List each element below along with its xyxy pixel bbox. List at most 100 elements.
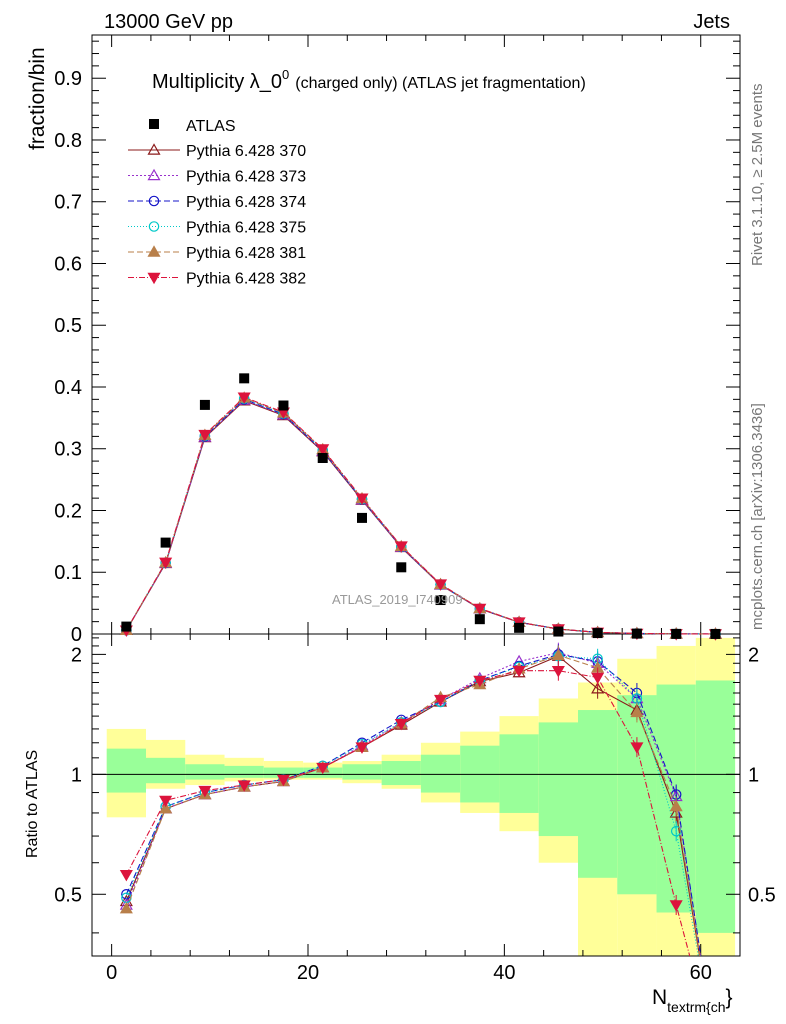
band-green (617, 695, 657, 895)
x-axis-label-end: } (726, 986, 733, 1009)
y-tick-label: 0.6 (54, 253, 82, 275)
band-green (342, 764, 382, 780)
legend-label: Pythia 6.428 375 (186, 220, 306, 237)
y-tick-label: 0 (71, 624, 82, 646)
legend-marker (147, 272, 161, 285)
chart-title-extra: (charged only) (ATLAS jet fragmentation) (295, 75, 586, 92)
y-tick-label: 0.1 (54, 562, 82, 584)
atlas-data-point (278, 400, 289, 411)
header-left: 13000 GeV pp (104, 11, 233, 33)
ratio-series-point (198, 785, 212, 798)
ratio-clipped-marks (119, 642, 702, 956)
legend: ATLAS Pythia 6.428 370 Pythia 6.428 373 Pyt… (128, 118, 306, 288)
atlas-data-point (199, 399, 210, 410)
ratio-series-point (159, 801, 173, 814)
y-tick-label: 0.9 (54, 68, 82, 90)
legend-label: Pythia 6.428 370 (186, 143, 306, 160)
band-green (263, 767, 304, 778)
y-axis-label: fraction/bin (26, 47, 49, 150)
ratio-series-point (355, 742, 369, 754)
main-plot-marks (119, 373, 722, 641)
atlas-data-point (357, 512, 367, 523)
mc-series-point (159, 557, 173, 570)
ratio-series-point (276, 774, 290, 787)
band-green (381, 761, 421, 786)
legend-label: Pythia 6.428 374 (186, 194, 306, 211)
atlas-data-point (239, 373, 250, 384)
side-label-top: Rivet 3.1.10, ≥ 2.5M events (749, 84, 766, 267)
ratio-series-point (434, 694, 448, 707)
y-tick-label: 0.4 (54, 377, 82, 399)
atlas-data-point (514, 622, 525, 633)
side-label-bottom: mcplots.cern.ch [arXiv:1306.3436] (749, 403, 766, 630)
ratio-series-point (316, 762, 330, 775)
chart-title: Multiplicity λ_00 (charged only) (ATLAS j… (152, 67, 586, 93)
legend-label: Pythia 6.428 381 (186, 245, 306, 262)
mc-series-point (394, 541, 408, 553)
legend-label: Pythia 6.428 373 (186, 169, 306, 186)
ratio-series-point (394, 718, 408, 731)
ratio-series-point (237, 780, 251, 792)
ratio-series-point (551, 665, 565, 678)
mc-series-line (125, 396, 716, 635)
ratio-series-line (125, 670, 691, 956)
atlas-data-point (121, 621, 132, 632)
mc-series-point (355, 493, 369, 505)
ratio-series-point (512, 665, 526, 678)
x-tick-label: 60 (690, 962, 712, 984)
ratio-series-point (159, 795, 173, 808)
y-tick-label: 0.7 (54, 192, 82, 214)
ratio-plot-marks (119, 642, 702, 956)
ratio-series-point (630, 742, 644, 754)
atlas-data-point (631, 628, 642, 639)
legend-marker (147, 168, 161, 181)
ratio-plot-frame (91, 633, 741, 957)
band-green (695, 680, 736, 933)
legend-marker (148, 195, 160, 207)
ratio-tick-label: 2 (71, 644, 82, 666)
y-tick-label: 0.2 (54, 500, 82, 522)
atlas-data-point (435, 595, 446, 606)
ratio-tick-label: 0.5 (54, 884, 82, 906)
band-green (185, 764, 225, 780)
ratio-series-point (670, 825, 682, 837)
ratio-tick-label-right: 1 (748, 764, 759, 786)
atlas-data-point (396, 562, 407, 573)
ratio-series-point (119, 869, 133, 882)
atlas-data-point (317, 453, 328, 464)
ratio-series-point (669, 900, 683, 912)
ratio-series-line (125, 654, 701, 956)
ratio-series-point (121, 889, 132, 900)
legend-marker (147, 245, 161, 257)
mc-series-point (198, 429, 212, 442)
band-green (146, 757, 186, 784)
legend-label-atlas: ATLAS (186, 118, 236, 135)
mc-series-point (316, 444, 330, 456)
x-tick-label: 40 (493, 962, 515, 984)
header-right: Jets (693, 11, 730, 33)
x-axis-label-main: N (652, 986, 667, 1009)
atlas-data-point (474, 614, 485, 625)
watermark: ATLAS_2019_I740909 (332, 592, 463, 607)
band-green (420, 754, 461, 793)
ratio-series-point (669, 799, 683, 812)
band-green (538, 722, 578, 837)
y-tick-label: 0.5 (54, 315, 82, 337)
atlas-data-point (671, 628, 682, 639)
atlas-data-point (592, 628, 603, 639)
atlas-data-point (160, 537, 171, 548)
ratio-tick-label-right: 2 (748, 644, 759, 666)
mc-series-point (473, 603, 487, 616)
legend-marker-atlas (149, 119, 159, 129)
legend-marker (147, 143, 161, 155)
ratio-series-point (473, 675, 487, 688)
ratio-tick-label-right: 0.5 (748, 884, 776, 906)
ratio-series-point (551, 648, 565, 660)
chart-title-sup: 0 (282, 67, 289, 82)
chart-title-main: Multiplicity λ_0 (152, 71, 282, 93)
mc-series-point (237, 392, 251, 404)
ratio-series-point (591, 682, 605, 694)
ratio-y-axis-label: Ratio to ATLAS (24, 750, 41, 858)
